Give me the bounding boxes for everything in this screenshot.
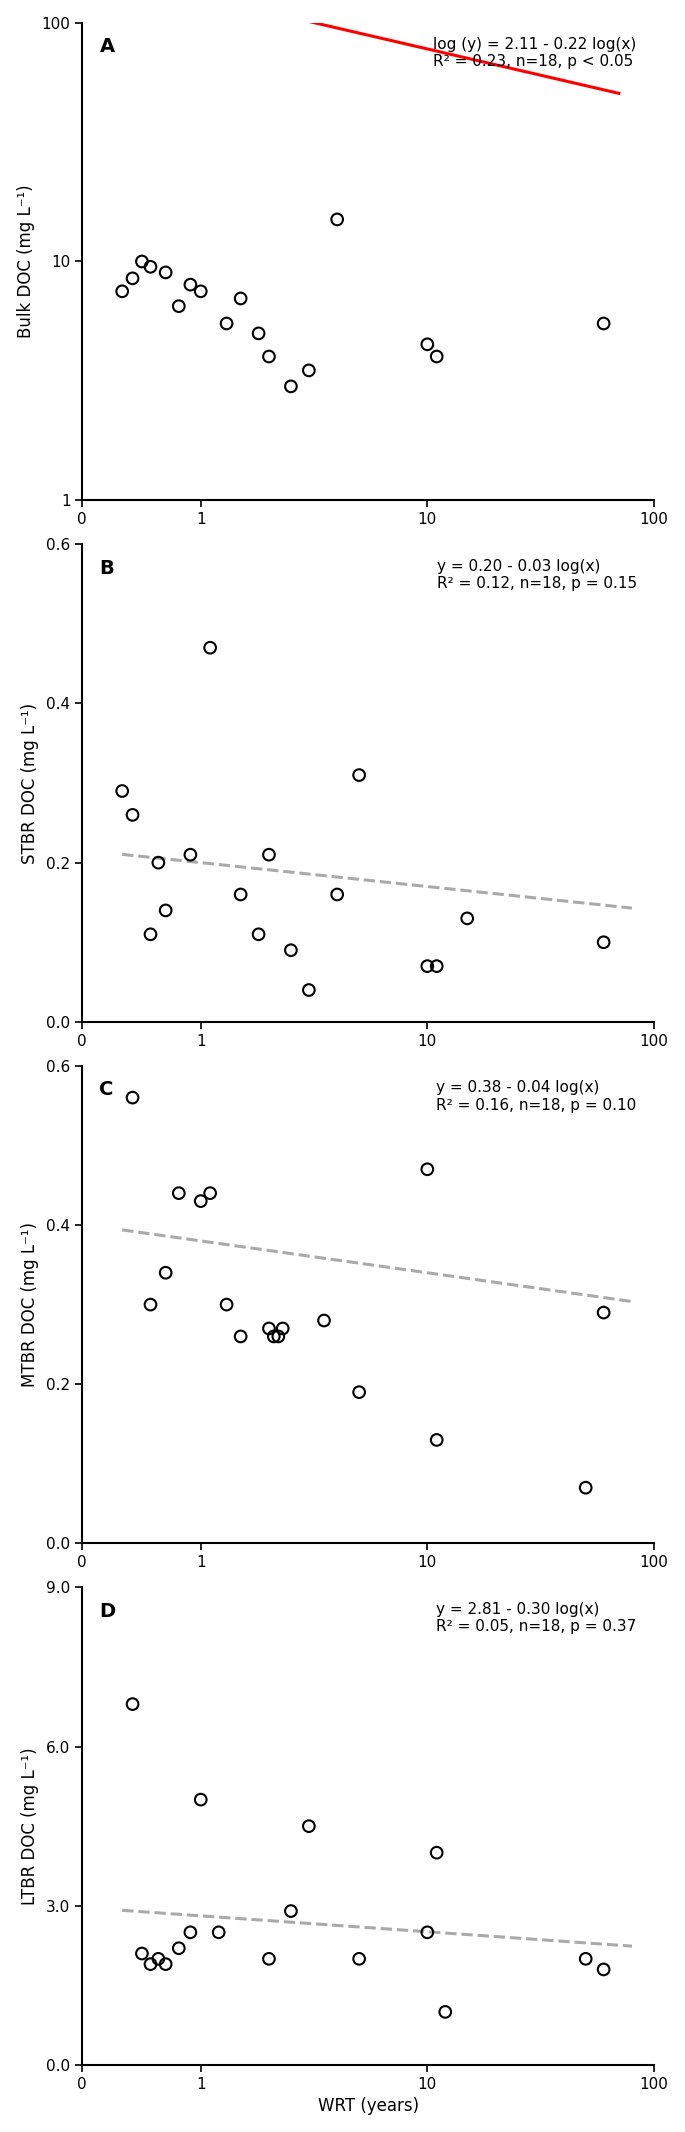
Point — [153, 846, 164, 881]
Point — [598, 925, 609, 959]
Point — [145, 1947, 156, 1981]
Text: A: A — [99, 36, 114, 55]
Point — [235, 1320, 246, 1354]
Text: B: B — [99, 559, 114, 578]
Point — [127, 1081, 138, 1115]
Point — [235, 878, 246, 912]
Text: C: C — [99, 1081, 114, 1100]
Point — [303, 972, 314, 1006]
Point — [422, 949, 433, 983]
Point — [264, 339, 275, 373]
Point — [273, 1320, 284, 1354]
Point — [116, 774, 127, 808]
Point — [332, 203, 342, 237]
Point — [205, 631, 216, 665]
Point — [221, 1288, 232, 1322]
Text: y = 2.81 - 0.30 log(x)
R² = 0.05, n=18, p = 0.37: y = 2.81 - 0.30 log(x) R² = 0.05, n=18, … — [436, 1601, 637, 1633]
Point — [116, 275, 127, 309]
Point — [264, 838, 275, 872]
Point — [253, 917, 264, 951]
Point — [462, 902, 473, 936]
Point — [264, 1942, 275, 1976]
Point — [173, 290, 184, 324]
Point — [303, 354, 314, 388]
Point — [127, 262, 138, 296]
Point — [221, 307, 232, 341]
Point — [185, 269, 196, 303]
Y-axis label: STBR DOC (mg L⁻¹): STBR DOC (mg L⁻¹) — [21, 701, 39, 863]
Point — [136, 245, 147, 279]
Point — [432, 339, 443, 373]
Point — [195, 275, 206, 309]
Point — [145, 1288, 156, 1322]
Point — [264, 1311, 275, 1345]
Point — [173, 1932, 184, 1966]
X-axis label: WRT (years): WRT (years) — [318, 2098, 419, 2115]
Point — [432, 949, 443, 983]
Point — [598, 1953, 609, 1987]
Point — [432, 1422, 443, 1456]
Text: y = 0.38 - 0.04 log(x)
R² = 0.16, n=18, p = 0.10: y = 0.38 - 0.04 log(x) R² = 0.16, n=18, … — [436, 1081, 637, 1113]
Point — [422, 326, 433, 360]
Point — [213, 1915, 224, 1949]
Point — [127, 1686, 138, 1721]
Point — [195, 1782, 206, 1816]
Point — [160, 893, 171, 927]
Point — [269, 1320, 279, 1354]
Point — [422, 1151, 433, 1185]
Point — [580, 1471, 591, 1505]
Point — [422, 1915, 433, 1949]
Point — [286, 369, 297, 403]
Point — [580, 1942, 591, 1976]
Point — [440, 1996, 451, 2030]
Y-axis label: MTBR DOC (mg L⁻¹): MTBR DOC (mg L⁻¹) — [21, 1222, 39, 1388]
Point — [145, 249, 156, 284]
Point — [145, 917, 156, 951]
Point — [160, 256, 171, 290]
Text: D: D — [99, 1601, 116, 1620]
Point — [235, 281, 246, 316]
Y-axis label: Bulk DOC (mg L⁻¹): Bulk DOC (mg L⁻¹) — [16, 185, 35, 339]
Point — [286, 1893, 297, 1927]
Text: log (y) = 2.11 - 0.22 log(x)
R² = 0.23, n=18, p < 0.05: log (y) = 2.11 - 0.22 log(x) R² = 0.23, … — [434, 36, 637, 70]
Point — [319, 1303, 329, 1337]
Point — [353, 1375, 364, 1409]
Text: y = 0.20 - 0.03 log(x)
R² = 0.12, n=18, p = 0.15: y = 0.20 - 0.03 log(x) R² = 0.12, n=18, … — [436, 559, 637, 591]
Point — [353, 1942, 364, 1976]
Point — [303, 1810, 314, 1844]
Point — [353, 759, 364, 793]
Point — [160, 1256, 171, 1290]
Point — [332, 878, 342, 912]
Point — [136, 1936, 147, 1970]
Point — [195, 1183, 206, 1217]
Point — [253, 316, 264, 350]
Point — [277, 1311, 288, 1345]
Point — [598, 307, 609, 341]
Point — [185, 1915, 196, 1949]
Point — [432, 1836, 443, 1870]
Point — [286, 934, 297, 968]
Point — [153, 1942, 164, 1976]
Point — [185, 838, 196, 872]
Y-axis label: LTBR DOC (mg L⁻¹): LTBR DOC (mg L⁻¹) — [21, 1748, 39, 1906]
Point — [598, 1296, 609, 1330]
Point — [173, 1177, 184, 1211]
Point — [127, 797, 138, 831]
Point — [205, 1177, 216, 1211]
Point — [160, 1947, 171, 1981]
